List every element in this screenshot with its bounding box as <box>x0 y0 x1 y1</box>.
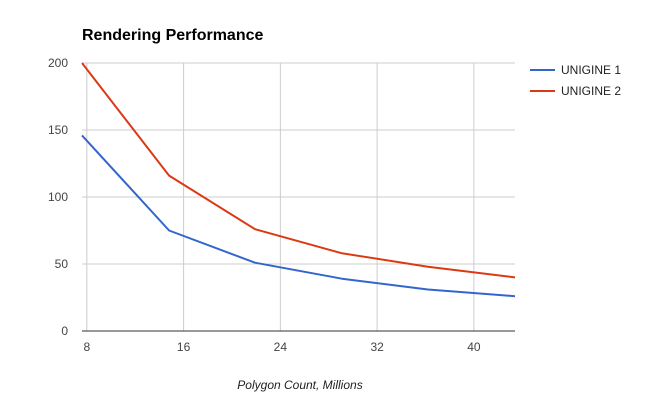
legend-label: UNIGINE 2 <box>561 84 621 98</box>
legend-item-2[interactable]: UNIGINE 2 <box>530 84 621 98</box>
x-tick-label: 32 <box>370 340 384 354</box>
x-tick-label: 40 <box>467 340 481 354</box>
legend[interactable]: UNIGINE 1 UNIGINE 2 <box>530 63 621 98</box>
x-axis-label: Polygon Count, Millions <box>237 378 362 392</box>
y-tick-label: 50 <box>55 257 69 271</box>
series-line-2 <box>81 62 516 279</box>
chart-title: Rendering Performance <box>82 27 263 44</box>
legend-label: UNIGINE 1 <box>561 63 621 77</box>
y-tick-labels: 0 50 100 150 200 <box>48 56 68 338</box>
x-tick-label: 8 <box>83 340 90 354</box>
x-tick-label: 16 <box>177 340 191 354</box>
x-tick-labels: 8 16 24 32 40 <box>83 340 480 354</box>
y-tick-label: 200 <box>48 56 68 70</box>
x-tick-label: 24 <box>274 340 288 354</box>
y-tick-label: 100 <box>48 190 68 204</box>
y-tick-label: 150 <box>48 123 68 137</box>
series-line-1 <box>81 134 516 298</box>
y-tick-label: 0 <box>61 324 68 338</box>
legend-item-1[interactable]: UNIGINE 1 <box>530 63 621 77</box>
series-lines <box>81 62 516 298</box>
grid <box>82 62 515 331</box>
